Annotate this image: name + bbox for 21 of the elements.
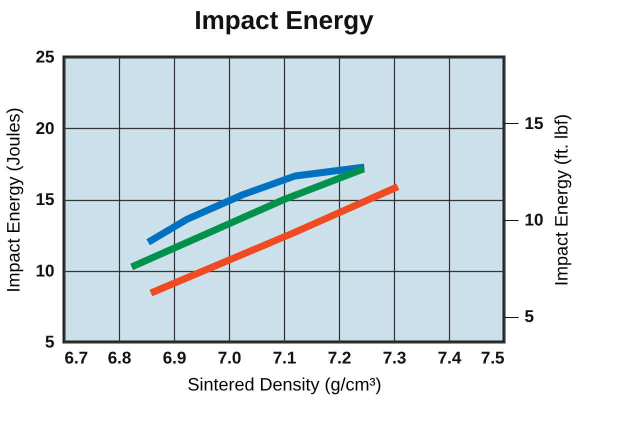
y2-axis-title: Impact Energy (ft. lbf) [551,114,572,286]
y-tick-label: 25 [36,48,54,66]
x-axis-title: Sintered Density (g/cm³) [187,374,382,394]
x-tick-label: 7.0 [218,348,242,368]
y-tick-label: 5 [45,332,54,352]
x-tick-label: 7.4 [438,348,462,368]
x-tick-label: 6.9 [162,348,186,368]
x-tick-label: 6.8 [108,348,132,368]
x-tick-label: 7.2 [328,348,352,368]
y-tick-label: 20 [36,118,54,138]
y2-tick-label: 5 [524,307,534,326]
chart-title: Impact Energy [194,5,374,35]
x-tick-label: 7.3 [382,348,406,368]
y2-tick-label: 15 [524,114,544,133]
y-tick-label: 10 [36,261,54,280]
y-axis-title: Impact Energy (Joules) [4,107,24,293]
x-tick-label: 7.1 [272,348,296,368]
x-tick-label: 7.5 [480,348,504,368]
x-tick-label: 6.7 [64,348,88,368]
y-tick-label: 15 [36,190,54,209]
y2-tick-label: 10 [524,210,544,230]
